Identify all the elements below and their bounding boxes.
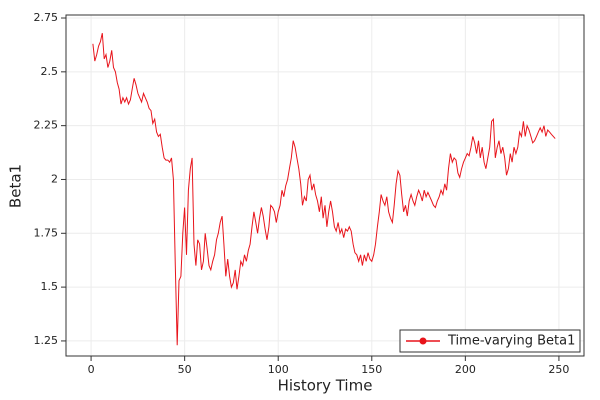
data-line (92, 32, 556, 346)
x-tick-label: 0 (88, 363, 95, 376)
y-tick-label: 2 (51, 172, 58, 185)
x-tick-label: 100 (268, 363, 289, 376)
legend-box (399, 329, 581, 353)
x-tick-label: 250 (548, 363, 569, 376)
x-tick-label: 200 (455, 363, 476, 376)
x-axis-title: History Time (278, 377, 373, 395)
y-tick-label: 2.5 (41, 65, 59, 78)
plot-frame (65, 14, 585, 357)
y-tick-label: 2.75 (34, 11, 59, 24)
x-tick-label: 50 (178, 363, 192, 376)
x-tick-label: 150 (361, 363, 382, 376)
y-tick-label: 1.25 (34, 334, 59, 347)
legend-marker (419, 337, 427, 345)
y-axis-title: Beta1 (7, 164, 25, 208)
y-tick-label: 1.75 (34, 226, 59, 239)
y-tick-label: 1.5 (41, 280, 59, 293)
legend-label: Time-varying Beta1 (447, 334, 575, 349)
y-tick-label: 2.25 (34, 119, 59, 132)
